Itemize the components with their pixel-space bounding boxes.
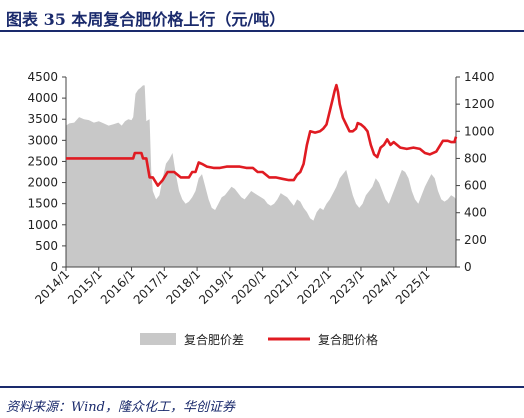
x-tick-label: 2021/1 xyxy=(262,267,302,307)
y-left-tick-label: 500 xyxy=(35,239,58,253)
y-right-tick-label: 1200 xyxy=(464,97,495,111)
series-line-price xyxy=(66,83,458,187)
y-left-tick-label: 0 xyxy=(50,260,58,274)
source-bar: 资料来源：Wind，隆众化工，华创证券 xyxy=(0,386,524,418)
y-left-tick-label: 3000 xyxy=(27,133,58,147)
y-right-tick-label: 0 xyxy=(464,260,472,274)
y-left-tick-label: 2500 xyxy=(27,154,58,168)
y-left-tick-label: 1000 xyxy=(27,218,58,232)
legend-swatch-spread xyxy=(140,333,176,345)
series-area-spread xyxy=(66,85,456,268)
x-tick-label: 2025/1 xyxy=(393,267,433,307)
x-tick-label: 2018/1 xyxy=(163,267,203,307)
y-right-tick-label: 200 xyxy=(464,233,487,247)
y-left-tick-label: 2000 xyxy=(27,176,58,190)
y-left-tick-label: 1500 xyxy=(27,197,58,211)
y-right-tick-label: 400 xyxy=(464,206,487,220)
x-tick-label: 2017/1 xyxy=(131,267,171,307)
source-note: 资料来源：Wind，隆众化工，华创证券 xyxy=(6,400,235,415)
y-right-tick-label: 800 xyxy=(464,151,487,165)
y-right-tick-label: 1400 xyxy=(464,70,495,84)
y-left-tick-label: 4000 xyxy=(27,91,58,105)
x-tick-label: 2023/1 xyxy=(327,267,367,307)
chart-canvas: 0 500 1000 1500 2000 2500 3000 3500 4000 4500 0 200… xyxy=(27,70,495,347)
x-tick-label: 2019/1 xyxy=(196,267,236,307)
y-right-tick-label: 1000 xyxy=(464,124,495,138)
chart-title: 图表 35 本周复合肥价格上行（元/吨） xyxy=(6,10,286,29)
x-tick-label: 2015/1 xyxy=(65,267,105,307)
y-left-tick-label: 3500 xyxy=(27,112,58,126)
y-right-tick-label: 600 xyxy=(464,179,487,193)
x-tick-label: 2024/1 xyxy=(360,267,400,307)
y-left-tick-label: 4500 xyxy=(27,70,58,84)
title-bar: 图表 35 本周复合肥价格上行（元/吨） xyxy=(0,0,524,32)
x-tick-label: 2016/1 xyxy=(98,267,138,307)
x-tick-label: 2022/1 xyxy=(295,267,335,307)
legend-label-price: 复合肥价格 xyxy=(318,332,378,347)
legend-label-spread: 复合肥价差 xyxy=(184,332,244,347)
x-tick-label: 2020/1 xyxy=(229,267,269,307)
